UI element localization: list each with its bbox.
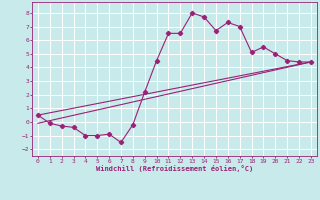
X-axis label: Windchill (Refroidissement éolien,°C): Windchill (Refroidissement éolien,°C) <box>96 165 253 172</box>
